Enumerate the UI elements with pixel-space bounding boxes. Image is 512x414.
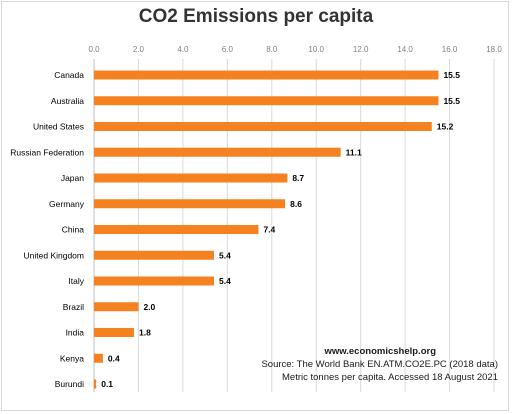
data-label: 1.8 [139, 328, 151, 338]
category-label: United Kingdom [24, 250, 84, 260]
category-label: China [62, 225, 84, 235]
data-label: 0.4 [108, 353, 120, 363]
category-label: Russian Federation [10, 147, 84, 157]
bar [94, 147, 341, 157]
bar [94, 122, 432, 131]
category-label: United States [33, 122, 84, 132]
category-label: India [66, 328, 85, 338]
bar [94, 70, 439, 80]
category-label: Canada [54, 70, 84, 80]
x-tick-label: 16.0 [442, 45, 458, 54]
bar [94, 276, 214, 286]
website-note: www.economicshelp.org [324, 346, 436, 357]
x-tick-label: 8.0 [266, 45, 278, 54]
data-label: 5.4 [219, 276, 231, 286]
category-label: Kenya [60, 353, 84, 363]
category-label: Burundi [55, 379, 84, 389]
data-label: 7.4 [263, 225, 275, 235]
data-label: 8.6 [290, 199, 302, 209]
units-note: Metric tonnes per capita. Accessed 18 Au… [282, 372, 498, 383]
bar [94, 225, 259, 234]
data-label: 15.5 [443, 96, 460, 106]
bar [94, 173, 288, 183]
x-tick-label: 4.0 [177, 45, 189, 54]
x-tick-label: 10.0 [308, 45, 324, 54]
data-label: 15.5 [443, 70, 460, 80]
data-label: 11.1 [346, 147, 362, 157]
x-tick-label: 14.0 [397, 45, 413, 54]
bar [94, 379, 97, 389]
data-label: 5.4 [219, 250, 231, 260]
x-tick-label: 6.0 [222, 45, 234, 54]
x-tick-label: 12.0 [353, 45, 369, 54]
category-label: Italy [68, 276, 84, 286]
category-label: Brazil [63, 302, 84, 312]
source-note: Source: The World Bank EN.ATM.CO2E.PC (2… [261, 359, 498, 370]
category-label: Germany [49, 199, 85, 209]
bar [94, 302, 139, 312]
x-tick-label: 2.0 [133, 45, 145, 54]
bar [94, 353, 103, 363]
bar [94, 328, 134, 337]
bar [94, 250, 214, 260]
category-label: Australia [51, 96, 84, 106]
chart-title: CO2 Emissions per capita [138, 6, 374, 27]
bar [94, 96, 439, 106]
data-label: 0.1 [101, 379, 113, 389]
x-tick-label: 0.0 [88, 45, 100, 54]
data-label: 2.0 [143, 302, 155, 312]
bar [94, 199, 286, 209]
data-label: 8.7 [292, 173, 304, 183]
data-label: 15.2 [437, 122, 454, 132]
category-label: Japan [61, 173, 84, 183]
x-tick-label: 18.0 [486, 45, 502, 54]
